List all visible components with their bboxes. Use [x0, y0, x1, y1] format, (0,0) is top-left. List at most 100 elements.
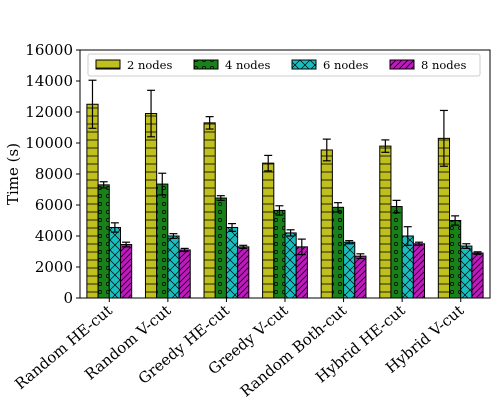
bar-6-4 — [412, 243, 426, 299]
bar-hatch — [354, 255, 367, 299]
bar-hatch — [97, 184, 110, 299]
error-bar-6-1 — [381, 139, 390, 153]
bar-hatch — [167, 235, 180, 299]
bar-7-2 — [449, 220, 462, 299]
bar-hatch — [156, 183, 169, 299]
bar-hatch — [178, 249, 191, 299]
error-bar-4-4 — [297, 238, 306, 256]
legend-swatch-hatch — [193, 59, 219, 70]
bar-7-4 — [471, 252, 484, 299]
error-bar-2-3 — [169, 233, 178, 239]
error-bar-3-2 — [216, 195, 225, 201]
error-bar-2-4 — [180, 247, 189, 253]
bar-hatch — [225, 226, 239, 299]
bar-hatch — [86, 103, 99, 299]
bar-1-2 — [97, 184, 110, 299]
y-axis-label: Time (s) — [4, 143, 22, 205]
error-bar-6-4 — [414, 241, 423, 246]
legend-swatch-hatch — [291, 59, 317, 70]
bar-1-1 — [86, 103, 99, 299]
bar-7-3 — [460, 245, 473, 299]
bar-1-4 — [119, 244, 133, 299]
bar-hatch — [343, 241, 356, 299]
bar-4-2 — [273, 209, 286, 299]
bar-2-3 — [167, 235, 180, 299]
y-tick-label: 2000 — [35, 258, 73, 276]
bar-hatch — [273, 209, 286, 299]
legend-label: 6 nodes — [323, 58, 368, 72]
bar-hatch — [119, 244, 133, 299]
error-bar-4-1 — [264, 154, 273, 172]
bar-hatch — [108, 226, 121, 299]
bar-5-3 — [343, 241, 356, 299]
legend-label: 4 nodes — [225, 58, 270, 72]
bar-hatch — [144, 113, 158, 299]
error-bar-5-2 — [333, 202, 342, 213]
bar-hatch — [449, 220, 462, 299]
bar-hatch — [331, 206, 345, 299]
bar-3-2 — [214, 197, 227, 299]
error-bar-4-2 — [275, 205, 284, 216]
error-bar-7-3 — [462, 243, 471, 249]
bar-hatch — [379, 145, 392, 299]
error-bar-5-4 — [356, 253, 365, 260]
bar-5-1 — [320, 149, 333, 299]
bar-6-1 — [379, 145, 392, 299]
legend-label: 8 nodes — [421, 58, 466, 72]
y-tick-label: 4000 — [35, 227, 73, 245]
y-tick-label: 14000 — [25, 72, 73, 90]
bar-2-2 — [156, 183, 169, 299]
error-bar-7-1 — [439, 109, 448, 167]
y-tick-label: 0 — [63, 289, 73, 307]
x-tick-label: Random HE-cut — [11, 301, 116, 393]
legend-label: 2 nodes — [127, 58, 172, 72]
bar-5-4 — [354, 255, 367, 299]
legend-item-1: 2 nodes — [95, 58, 172, 72]
bar-3-1 — [203, 122, 216, 299]
legend-item-4: 8 nodes — [389, 58, 466, 72]
bar-hatch — [262, 162, 275, 299]
bar-hatch — [284, 232, 297, 299]
bar-5-2 — [331, 206, 345, 299]
bar-6-2 — [390, 206, 403, 299]
x-tick-label: Random Both-cut — [237, 301, 350, 400]
bar-hatch — [460, 245, 473, 299]
error-bar-1-1 — [88, 79, 97, 129]
error-bar-3-4 — [239, 244, 248, 249]
legend-item-3: 6 nodes — [291, 58, 368, 72]
bar-hatch — [214, 197, 227, 299]
bar-2-4 — [178, 249, 191, 299]
error-bars-layer — [88, 79, 482, 260]
bar-3-4 — [237, 246, 250, 299]
error-bar-6-3 — [403, 226, 412, 246]
error-bar-5-3 — [345, 240, 354, 245]
legend-item-2: 4 nodes — [193, 58, 270, 72]
bar-3-3 — [225, 226, 239, 299]
bar-1-3 — [108, 226, 121, 299]
legend-swatch-hatch — [95, 59, 121, 70]
y-tick-label: 6000 — [35, 196, 73, 214]
error-bar-3-1 — [205, 116, 214, 130]
error-bar-1-3 — [110, 222, 119, 233]
legend-swatch-hatch — [389, 59, 415, 70]
y-tick-label: 16000 — [25, 41, 73, 59]
bars-layer — [86, 103, 484, 299]
bar-hatch — [320, 149, 333, 299]
error-bar-7-4 — [473, 251, 482, 255]
bar-4-1 — [262, 162, 275, 299]
error-bar-1-4 — [122, 241, 131, 248]
error-bar-7-2 — [451, 215, 460, 226]
y-tick-label: 8000 — [35, 165, 73, 183]
error-bar-3-3 — [228, 223, 237, 232]
bar-2-1 — [144, 113, 158, 299]
error-bar-5-1 — [322, 138, 331, 162]
y-tick-label: 12000 — [25, 103, 73, 121]
bar-hatch — [237, 246, 250, 299]
error-bar-2-1 — [147, 89, 156, 138]
bar-4-3 — [284, 232, 297, 299]
y-axis: 0 2000 4000 6000 8000 10000 12000 14000 16000 — [25, 41, 80, 307]
y-tick-label: 10000 — [25, 134, 73, 152]
bar-hatch — [412, 243, 426, 299]
